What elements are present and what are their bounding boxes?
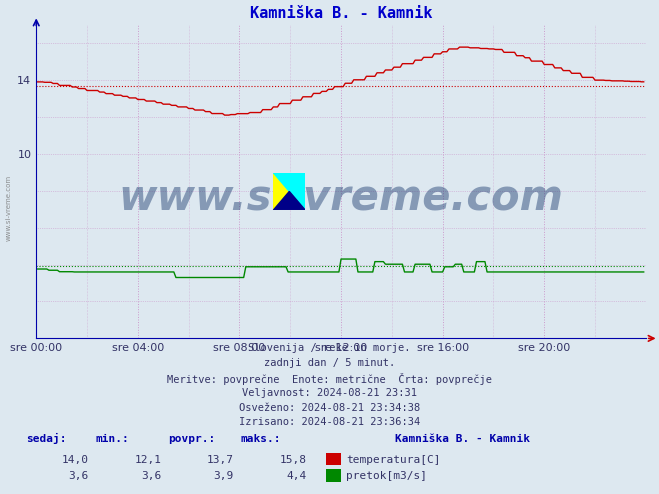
Text: Slovenija / reke in morje.: Slovenija / reke in morje. (248, 343, 411, 353)
Text: temperatura[C]: temperatura[C] (346, 455, 440, 465)
Text: 4,4: 4,4 (286, 471, 306, 481)
Text: Veljavnost: 2024-08-21 23:31: Veljavnost: 2024-08-21 23:31 (242, 388, 417, 398)
Text: 3,9: 3,9 (214, 471, 234, 481)
Text: 3,6: 3,6 (69, 471, 89, 481)
Text: pretok[m3/s]: pretok[m3/s] (346, 471, 427, 481)
Text: 12,1: 12,1 (134, 455, 161, 465)
Text: www.si-vreme.com: www.si-vreme.com (5, 174, 11, 241)
Text: sedaj:: sedaj: (26, 433, 67, 444)
Polygon shape (273, 173, 305, 210)
Text: povpr.:: povpr.: (168, 434, 215, 444)
Title: Kamniška B. - Kamnik: Kamniška B. - Kamnik (250, 6, 432, 21)
Text: 14,0: 14,0 (62, 455, 89, 465)
Text: www.si-vreme.com: www.si-vreme.com (119, 176, 563, 218)
Text: Kamniška B. - Kamnik: Kamniška B. - Kamnik (395, 434, 530, 444)
Text: Osveženo: 2024-08-21 23:34:38: Osveženo: 2024-08-21 23:34:38 (239, 403, 420, 412)
Text: min.:: min.: (96, 434, 129, 444)
Text: 3,6: 3,6 (141, 471, 161, 481)
Polygon shape (273, 192, 305, 210)
Text: 15,8: 15,8 (279, 455, 306, 465)
Text: Meritve: povprečne  Enote: metrične  Črta: povprečje: Meritve: povprečne Enote: metrične Črta:… (167, 373, 492, 385)
Text: maks.:: maks.: (241, 434, 281, 444)
Text: 13,7: 13,7 (207, 455, 234, 465)
Text: zadnji dan / 5 minut.: zadnji dan / 5 minut. (264, 358, 395, 368)
Text: Izrisano: 2024-08-21 23:36:34: Izrisano: 2024-08-21 23:36:34 (239, 417, 420, 427)
